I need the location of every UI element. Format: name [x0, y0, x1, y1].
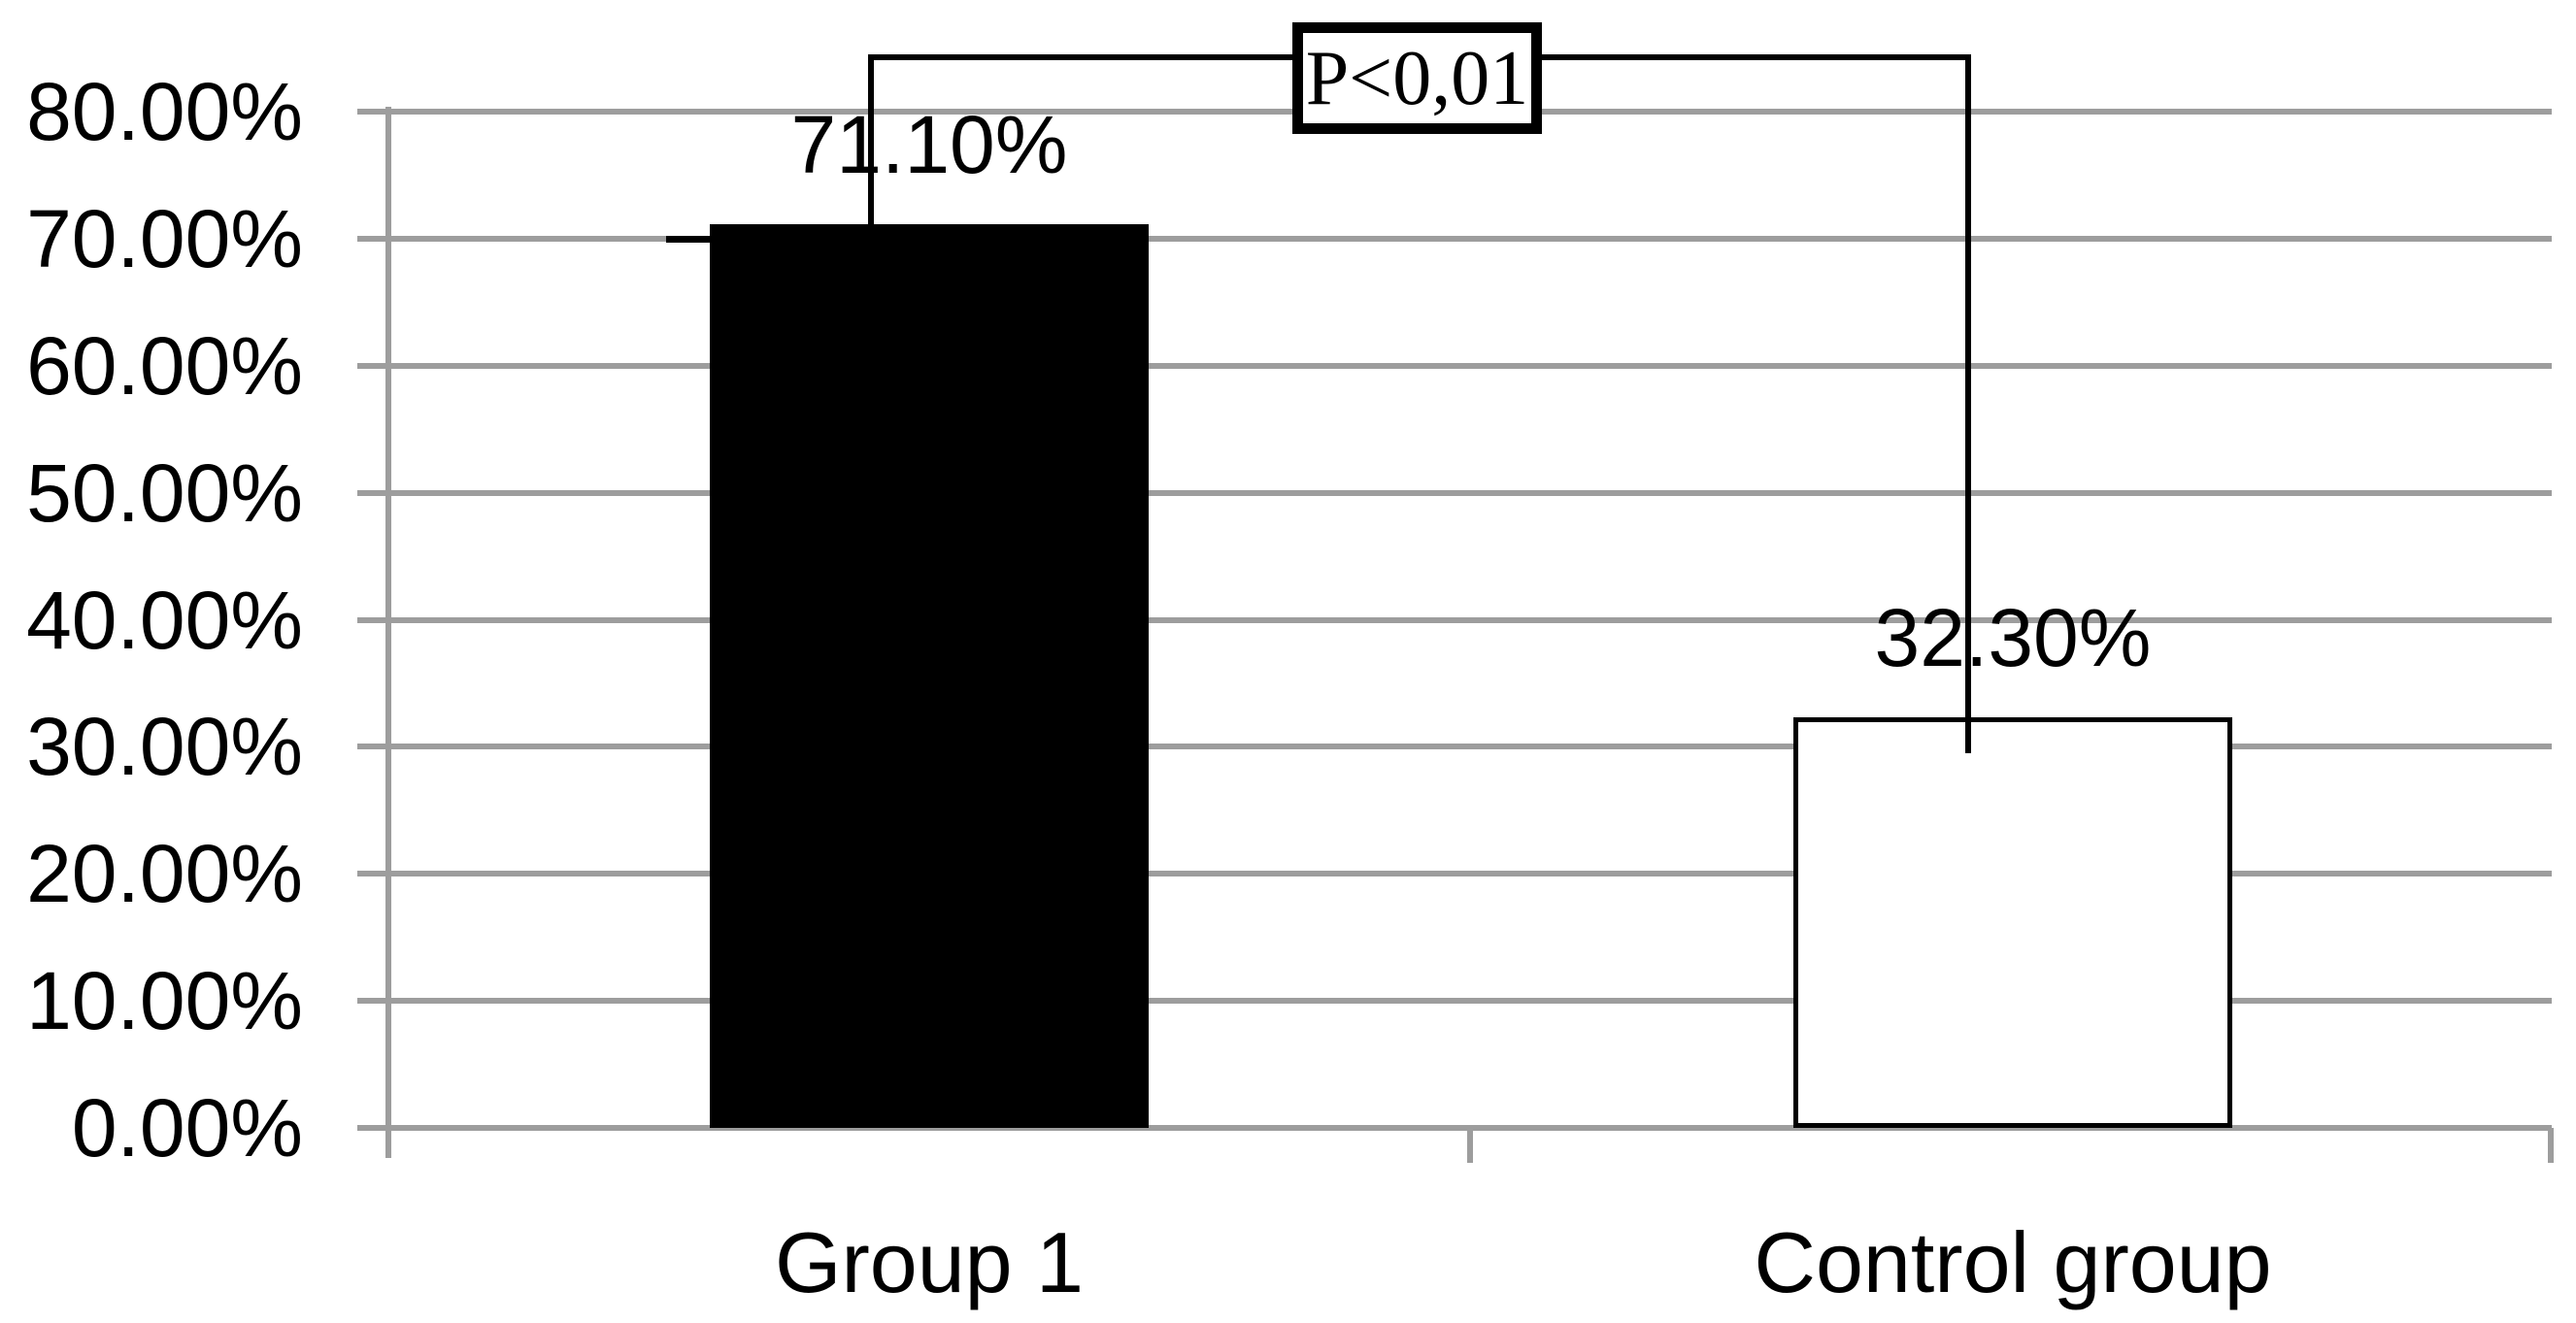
- y-tick-label-10: 10.00%: [26, 955, 303, 1046]
- y-tick-label-20: 20.00%: [26, 828, 303, 919]
- y-axis-tick-80: [357, 109, 388, 115]
- data-label-2: 32.30%: [1874, 592, 2152, 683]
- p-value-label: P<0,01: [1305, 35, 1529, 121]
- y-axis-tick-60: [357, 363, 388, 369]
- gridline-50: [388, 490, 2552, 496]
- y-tick-label-80: 80.00%: [26, 66, 303, 157]
- y-axis-tick-50: [357, 490, 388, 496]
- y-tick-label-60: 60.00%: [26, 320, 303, 412]
- significance-bracket-right-drop: [1965, 54, 1971, 753]
- y-axis-tick-0: [357, 1125, 388, 1131]
- y-axis-tick-10: [357, 998, 388, 1004]
- x-axis-tick-right: [2548, 1128, 2554, 1163]
- y-axis-tick-70: [357, 236, 388, 242]
- y-axis-tick-40: [357, 617, 388, 623]
- gridline-60: [388, 363, 2552, 369]
- error-bar-cap-70pct: [666, 236, 711, 243]
- y-tick-label-50: 50.00%: [26, 447, 303, 539]
- y-tick-label-0: 0.00%: [71, 1082, 303, 1174]
- x-axis-tick-middle: [1467, 1128, 1473, 1163]
- bar-group-1: [710, 224, 1149, 1128]
- y-tick-label-70: 70.00%: [26, 193, 303, 284]
- gridline-20: [388, 871, 2552, 876]
- y-axis-tick-20: [357, 871, 388, 876]
- gridline-10: [388, 998, 2552, 1004]
- y-tick-label-30: 30.00%: [26, 701, 303, 792]
- category-label-1: Group 1: [775, 1214, 1084, 1310]
- category-label-2: Control group: [1754, 1214, 2272, 1310]
- y-axis-line: [385, 107, 391, 1158]
- bar-control-group: [1793, 717, 2232, 1128]
- gridline-30: [388, 744, 2552, 749]
- gridline-70: [388, 236, 2552, 242]
- y-tick-label-40: 40.00%: [26, 575, 303, 666]
- gridline-40: [388, 617, 2552, 623]
- significance-bracket-left-drop: [868, 54, 874, 226]
- data-label-1: 71.10%: [790, 99, 1068, 190]
- p-value-box: P<0,01: [1292, 22, 1542, 134]
- y-axis-tick-30: [357, 744, 388, 749]
